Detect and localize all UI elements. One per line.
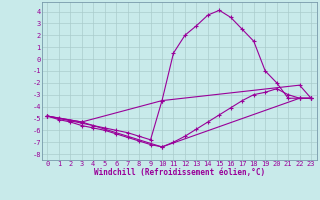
- X-axis label: Windchill (Refroidissement éolien,°C): Windchill (Refroidissement éolien,°C): [94, 168, 265, 177]
